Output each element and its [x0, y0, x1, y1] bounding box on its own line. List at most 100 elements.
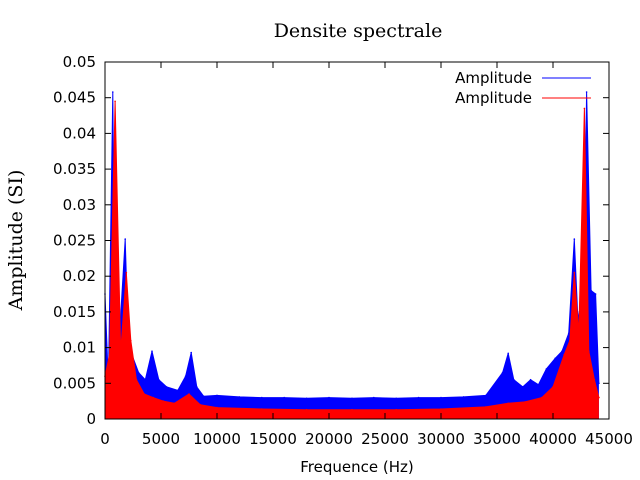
- x-tick-label: 45000: [585, 430, 633, 448]
- series-1-point: [501, 371, 504, 374]
- x-axis-label: Frequence (Hz): [300, 458, 413, 476]
- x-tick-label: 20000: [305, 430, 353, 448]
- y-axis-ticks: 0 0.005 0.01 0.015 0.02 0.025 0.03 0.035 0.04 0.0…: [53, 53, 609, 428]
- x-tick-label: 15000: [249, 430, 297, 448]
- series-1-point: [554, 357, 556, 360]
- series-1-point: [351, 397, 353, 400]
- series-1-point: [395, 397, 398, 400]
- series-2-point: [588, 350, 590, 353]
- series-1-point: [151, 350, 153, 353]
- series-2-point: [569, 339, 571, 342]
- series-2-point: [507, 402, 510, 405]
- series-1-point: [507, 352, 510, 355]
- series-2-point: [440, 408, 442, 410]
- series-layer: [104, 91, 600, 420]
- x-tick-label: 40000: [529, 430, 577, 448]
- series-2-line: [104, 101, 600, 411]
- series-1-point: [124, 238, 126, 240]
- series-2-point: [216, 406, 218, 409]
- series-2-point: [598, 396, 600, 399]
- series-2-point: [143, 393, 145, 395]
- series-1-point: [196, 386, 198, 388]
- legend-label: Amplitude: [455, 89, 532, 107]
- series-1-point: [202, 395, 205, 398]
- series-1-point: [529, 378, 532, 381]
- series-1-point: [216, 394, 218, 397]
- series-1-point: [561, 350, 563, 353]
- x-axis-ticks: 0 5000 10000 15000 20000 25000 30000 35000 40000…: [100, 62, 633, 448]
- series-1-point: [190, 351, 192, 354]
- y-tick-label: 0.04: [63, 124, 96, 142]
- y-tick-label: 0.01: [63, 339, 96, 357]
- series-2-point: [552, 386, 554, 388]
- y-tick-label: 0.045: [53, 89, 96, 107]
- series-2-point: [485, 406, 487, 408]
- series-1-point: [305, 397, 308, 400]
- y-tick-label: 0.005: [53, 374, 96, 392]
- series-2-point: [188, 393, 190, 395]
- series-2-point: [524, 401, 526, 403]
- series-1-point: [283, 396, 286, 399]
- series-2-point: [261, 408, 263, 410]
- series-1-point: [590, 289, 592, 292]
- series-2-point: [305, 408, 308, 411]
- x-tick-label: 10000: [193, 430, 241, 448]
- series-2-point: [108, 353, 111, 356]
- series-1-line: [104, 91, 600, 399]
- y-tick-label: 0.02: [63, 267, 96, 285]
- series-2-point: [541, 396, 543, 399]
- series-2-point: [199, 403, 201, 406]
- series-1-point: [585, 91, 588, 93]
- series-1-point: [144, 378, 147, 381]
- x-tick-label: 30000: [417, 430, 465, 448]
- series-1-point: [440, 396, 442, 399]
- series-1-point: [485, 394, 487, 397]
- series-1-point: [598, 382, 600, 385]
- series-1-point: [573, 238, 576, 240]
- plot-frame: [104, 61, 610, 420]
- series-1-point: [112, 91, 114, 93]
- series-2-point: [152, 396, 154, 399]
- chart-title: Densite spectrale: [274, 20, 443, 42]
- x-tick-label: 5000: [142, 430, 180, 448]
- series-1-area: [105, 92, 599, 419]
- series-2-point: [119, 350, 122, 353]
- series-1-point: [567, 332, 570, 335]
- series-1-point: [545, 368, 548, 370]
- legend-label: Amplitude: [455, 69, 532, 87]
- series-2-point: [135, 378, 138, 381]
- series-2-point: [593, 378, 596, 381]
- series-2-point: [351, 408, 353, 411]
- y-tick-label: 0.025: [53, 232, 96, 250]
- series-1-point: [373, 396, 375, 399]
- series-2-area: [105, 101, 599, 420]
- series-1-point: [417, 396, 420, 399]
- x-tick-label: 25000: [361, 430, 409, 448]
- x-tick-label: 0: [100, 430, 110, 448]
- series-1-point: [537, 383, 540, 386]
- series-2-point: [573, 271, 576, 274]
- series-2-point: [395, 408, 398, 411]
- y-tick-label: 0.03: [63, 196, 96, 214]
- series-2-point: [578, 332, 580, 335]
- x-tick-label: 35000: [473, 430, 521, 448]
- y-tick-label: 0.05: [63, 53, 96, 71]
- series-2-point: [114, 100, 116, 103]
- series-2-point: [173, 402, 176, 405]
- series-2-point: [162, 400, 164, 402]
- series-1-point: [462, 396, 465, 398]
- series-1-point: [594, 293, 597, 295]
- series-2-point: [125, 271, 128, 274]
- legend: Amplitude Amplitude: [455, 69, 591, 107]
- series-1-point: [513, 378, 515, 381]
- series-1-point: [137, 371, 140, 374]
- y-tick-label: 0: [86, 410, 96, 428]
- series-2-point: [130, 339, 132, 342]
- y-tick-label: 0.035: [53, 160, 96, 178]
- y-tick-label: 0.015: [53, 303, 96, 321]
- series-2-point: [563, 353, 565, 356]
- series-1-point: [158, 378, 160, 381]
- series-2-point: [583, 107, 586, 110]
- series-1-point: [522, 386, 524, 388]
